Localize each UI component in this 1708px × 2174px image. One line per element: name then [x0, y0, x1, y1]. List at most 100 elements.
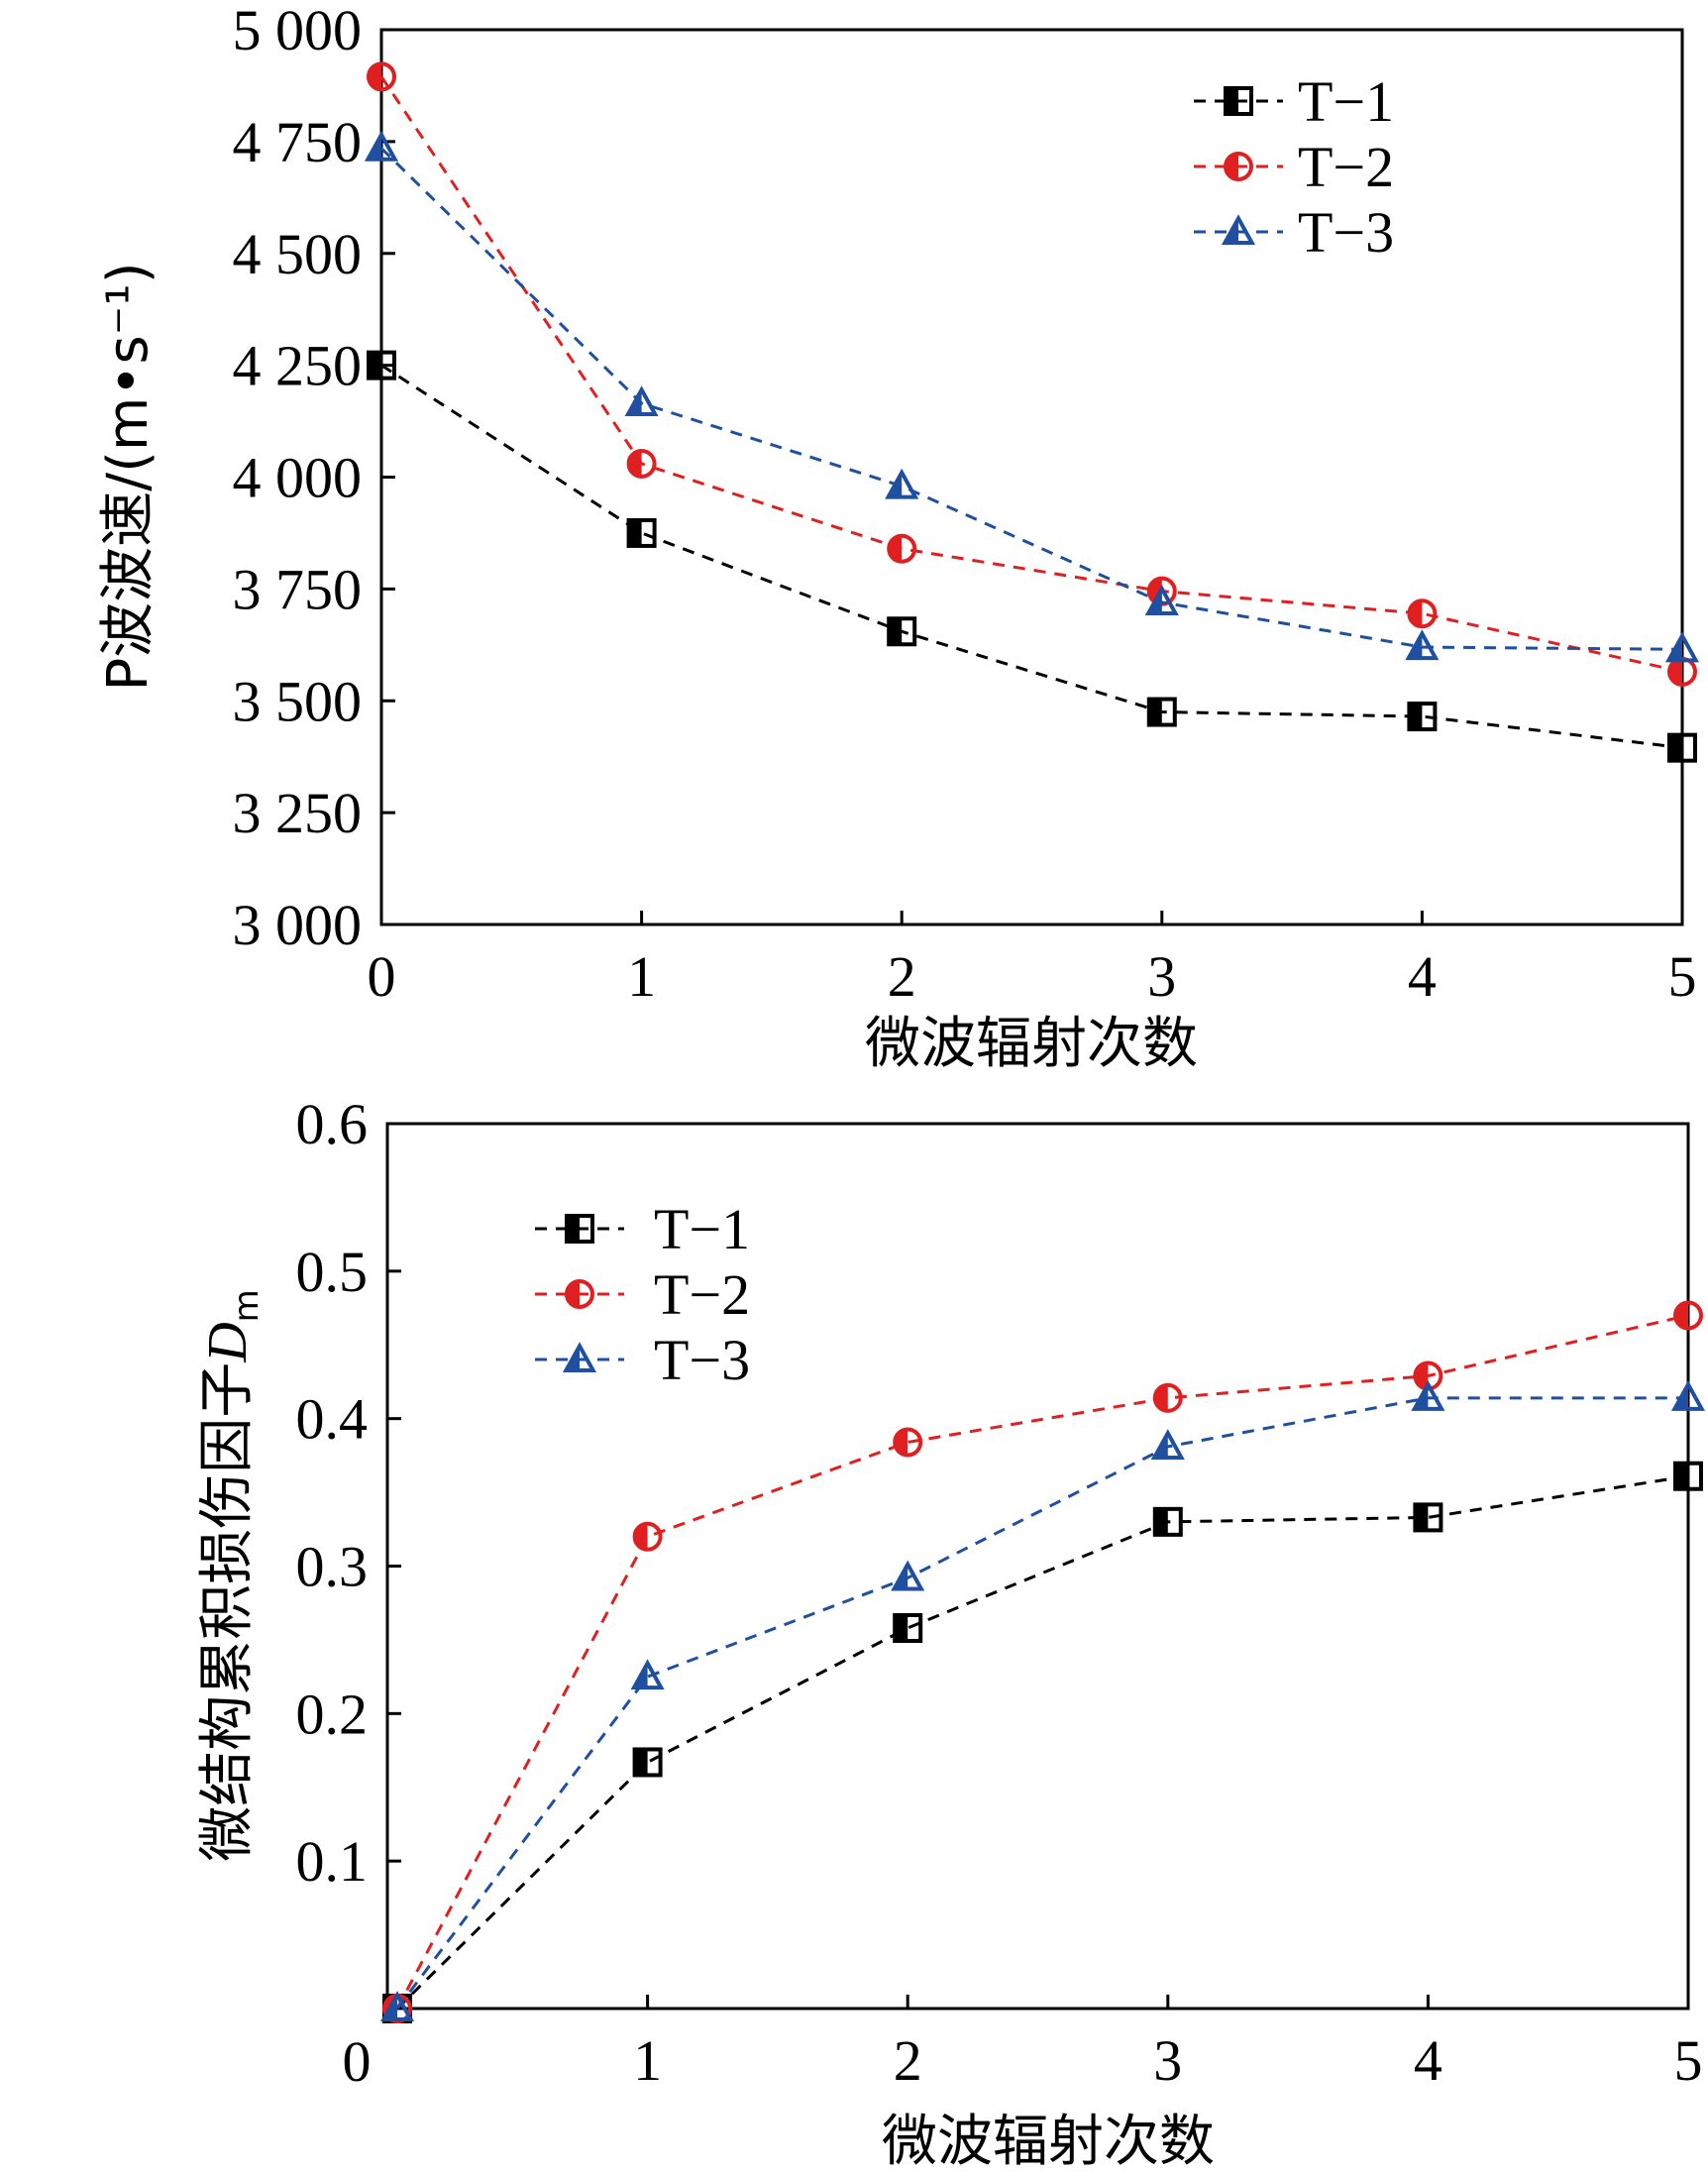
data-point	[379, 1991, 415, 2022]
marker-outline	[893, 1613, 923, 1644]
y-axis-title: 微结构累积损伤因子Dm	[195, 1289, 267, 1862]
y-tick-label: 3 250	[233, 781, 363, 845]
marker-outline	[1224, 86, 1253, 116]
marker-outline	[1221, 214, 1256, 246]
marker-outline	[367, 350, 396, 380]
series-line	[379, 75, 1683, 674]
marker-outline	[893, 1427, 923, 1458]
marker-fill	[567, 1216, 580, 1242]
legend: T−1T−2T−3	[535, 1197, 750, 1392]
y-tick-label: 4 500	[233, 222, 363, 286]
data-point	[632, 1747, 663, 1778]
marker-outline	[1407, 702, 1438, 732]
x-tick-label: 1	[627, 944, 656, 1009]
legend-label: T−2	[1298, 135, 1394, 199]
series-line	[379, 147, 1683, 651]
legend-label: T−1	[1298, 69, 1394, 134]
marker-outline	[1152, 1382, 1183, 1413]
series-group	[379, 1300, 1706, 2023]
data-point	[624, 385, 659, 417]
y-tick-label: 0.2	[296, 1682, 369, 1746]
marker-fill	[1154, 1508, 1168, 1535]
data-point	[1664, 631, 1700, 663]
marker-fill	[628, 519, 642, 546]
marker-fill	[895, 1615, 908, 1642]
marker-outline	[885, 468, 919, 499]
data-point	[1667, 656, 1697, 687]
legend-label: T−3	[1298, 200, 1394, 265]
legend-entry: T−3	[535, 1328, 750, 1392]
series-line	[395, 1396, 1688, 2010]
data-point	[893, 1427, 923, 1458]
y-axis-ticks: 0.1 0.2 0.3 0.4 0.5 0.6	[296, 1092, 401, 1894]
x-axis-origin-label: 0	[343, 2029, 372, 2094]
series-T−3	[364, 130, 1700, 663]
marker-outline	[891, 1560, 925, 1591]
marker-outline	[1673, 1461, 1703, 1491]
data-point	[1407, 598, 1438, 629]
data-point	[367, 350, 396, 380]
x-tick-label: 3	[1153, 2028, 1182, 2093]
plot-frame	[385, 1122, 1690, 2011]
y-tick-label: 0.5	[296, 1240, 369, 1304]
damage-factor-chart: 0.1 0.2 0.3 0.4 0.5 0.6 1 2 3 4 5 T−1T−2T−3 0 微波辐…	[195, 1092, 1706, 2174]
x-axis-ticks: 0 1 2 3 4 5	[368, 911, 1697, 1009]
data-point	[887, 533, 917, 564]
marker-outline	[626, 448, 657, 479]
y-axis-title-symbol: D	[197, 1322, 259, 1362]
marker-outline	[1405, 629, 1440, 661]
marker-outline	[1146, 697, 1177, 727]
marker-fill	[1669, 734, 1682, 761]
marker-outline	[1411, 1380, 1445, 1411]
marker-outline	[624, 385, 659, 417]
x-tick-label: 2	[888, 944, 916, 1009]
marker-fill	[1415, 1504, 1429, 1531]
y-tick-label: 5 000	[233, 0, 363, 62]
y-tick-label: 4 250	[233, 334, 363, 398]
x-axis-title: 微波辐射次数	[882, 2110, 1215, 2174]
data-point	[1152, 1382, 1183, 1413]
legend-entry: T−1	[1194, 69, 1394, 134]
data-point	[1413, 1502, 1443, 1533]
legend-label: T−1	[654, 1197, 750, 1261]
marker-outline	[1664, 631, 1700, 663]
marker-outline	[364, 130, 399, 162]
marker-outline	[887, 616, 917, 647]
marker-fill	[1148, 699, 1162, 725]
marker-outline	[1144, 585, 1179, 615]
legend-label: T−3	[654, 1328, 750, 1392]
x-tick-label: 5	[1668, 944, 1697, 1009]
series-T−2	[382, 1300, 1703, 2023]
marker-outline	[632, 1521, 663, 1552]
marker-outline	[632, 1747, 663, 1778]
data-point	[1405, 629, 1440, 661]
y-axis-title: P波波速/(m•s⁻¹)	[96, 262, 160, 691]
x-tick-label: 2	[894, 2028, 922, 2093]
legend-entry: T−3	[1194, 200, 1394, 265]
marker-outline	[379, 1991, 415, 2022]
series-T−3	[379, 1380, 1706, 2022]
y-axis-ticks: 3 000 3 250 3 500 3 750 4 000 4 250 4 500 4 750…	[233, 0, 395, 957]
plot-frame	[379, 28, 1684, 926]
data-point	[364, 130, 399, 162]
marker-outline	[1150, 1429, 1185, 1460]
legend-entry: T−1	[535, 1197, 750, 1261]
data-point	[367, 61, 396, 92]
x-tick-label: 0	[368, 944, 396, 1009]
marker-fill	[1675, 1463, 1688, 1489]
marker-outline	[1667, 732, 1697, 763]
y-tick-label: 4 750	[233, 110, 363, 174]
marker-outline	[562, 1342, 597, 1373]
y-tick-label: 0.3	[296, 1535, 369, 1599]
marker-outline	[1413, 1502, 1443, 1533]
marker-outline	[565, 1214, 594, 1244]
marker-outline	[565, 1279, 594, 1309]
legend-entry: T−2	[535, 1262, 750, 1327]
data-point	[1144, 585, 1179, 615]
data-point	[626, 517, 657, 548]
marker-outline	[1152, 1506, 1183, 1537]
data-point	[885, 468, 919, 499]
data-point	[1146, 697, 1177, 727]
y-tick-label: 3 500	[233, 669, 363, 733]
